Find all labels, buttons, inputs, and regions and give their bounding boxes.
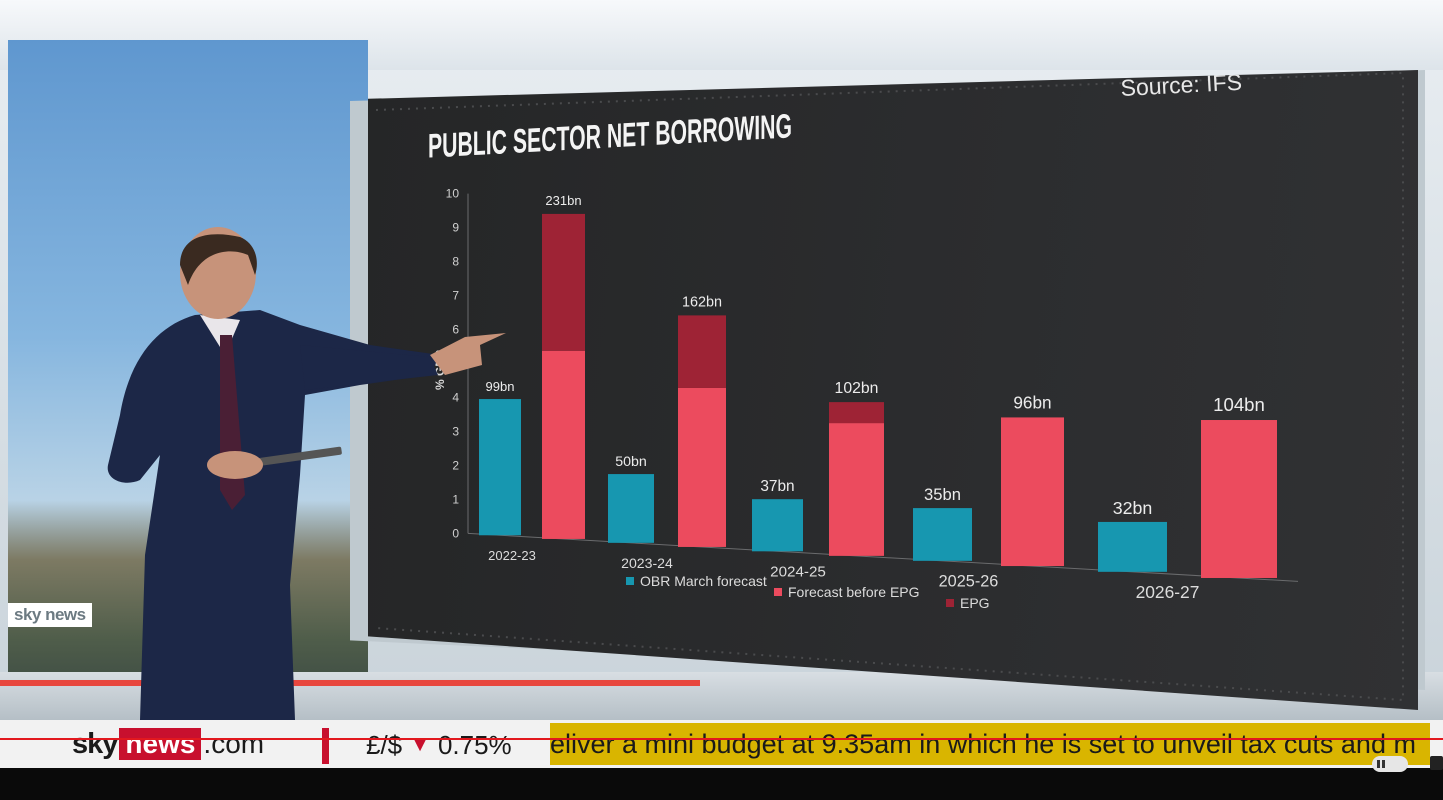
presenter-hair: [180, 234, 257, 285]
market-indicator: £/$ ▼ 0.75%: [366, 729, 512, 761]
bar-forecast-2023-24: [678, 387, 726, 547]
bar-obr-2024-25: [752, 499, 803, 552]
bar-value-label: 99bn: [486, 379, 515, 394]
tablet: [250, 446, 342, 467]
graphic-title: PUBLIC SECTOR NET BORROWING: [428, 107, 792, 165]
source-label: Source: IFS: [1120, 70, 1243, 101]
brand-sky: sky: [72, 727, 118, 760]
bar-forecast-2022-23: [542, 350, 585, 539]
market-change: 0.75%: [437, 729, 512, 760]
bar-total-label: 162bn: [682, 294, 722, 310]
x-tick-label: 2024-25: [770, 563, 826, 580]
y-tick-label: 8: [452, 255, 459, 269]
bar-value-label: 32bn: [1113, 498, 1153, 518]
legend-swatch: [626, 577, 634, 585]
brand-com: .com: [203, 728, 265, 759]
brand-news: news: [119, 728, 202, 760]
bar-epg-2024-25: [829, 402, 884, 424]
presenter-hand: [430, 333, 506, 375]
ticker-separator: [322, 728, 329, 764]
bar-obr-2025-26: [913, 508, 972, 561]
x-tick-label: 2022-23: [488, 548, 536, 563]
dotted-border: [375, 71, 1404, 702]
x-tick-label: 2025-26: [939, 572, 999, 590]
y-tick-label: 6: [452, 322, 459, 336]
graphic-screen: PUBLIC SECTOR NET BORROWING Source: IFS …: [368, 70, 1418, 710]
bar-total-label: 231bn: [545, 193, 581, 208]
bar-value-label: 50bn: [615, 454, 647, 470]
bar-epg-2023-24: [678, 315, 726, 388]
y-tick-label: 1: [452, 492, 459, 506]
legend-entry: OBR March forecast: [640, 573, 767, 589]
bar-obr-2023-24: [608, 474, 654, 543]
sky-news-watermark: sky news: [8, 603, 92, 627]
studio-background: sky news PUBLIC SECTOR NET BORROWING Sou…: [0, 0, 1443, 720]
x-tick-label: 2026-27: [1136, 582, 1200, 602]
bar-obr-2026-27: [1098, 521, 1167, 572]
legend-swatch: [946, 599, 954, 607]
presenter: [107, 227, 506, 720]
bar-obr-2022-23: [479, 399, 521, 536]
sky-news-logo: sky news .com: [72, 728, 264, 760]
bar-total-label: 96bn: [1013, 392, 1051, 412]
y-tick-label: 3: [452, 424, 459, 438]
ticker-headline: eliver a mini budget at 9.35am in which …: [550, 723, 1430, 765]
down-arrow-icon: ▼: [410, 733, 430, 756]
pause-icon[interactable]: [1372, 756, 1408, 772]
bar-forecast-2025-26: [1001, 417, 1064, 567]
captions-icon[interactable]: [1430, 756, 1443, 770]
news-ticker: sky news .com £/$ ▼ 0.75% eliver a mini …: [0, 720, 1443, 768]
bar-value-label: 35bn: [924, 485, 961, 504]
player-control-bar: [0, 768, 1443, 800]
y-tick-label: 7: [452, 289, 459, 303]
presenter-suit: [107, 310, 441, 720]
y-tick-label: 10: [446, 187, 460, 201]
bar-total-label: 102bn: [835, 380, 879, 397]
bar-forecast-2026-27: [1201, 420, 1277, 578]
x-tick-label: 2023-24: [621, 555, 673, 571]
presenter-arm: [300, 345, 438, 390]
legend-entry: Forecast before EPG: [788, 584, 920, 600]
bar-total-label: 104bn: [1213, 394, 1265, 415]
legend-entry: EPG: [960, 595, 990, 611]
y-tick-label: 9: [452, 221, 459, 235]
presenter-left-hand: [207, 451, 263, 479]
legend-swatch: [774, 588, 782, 596]
y-tick-label: 2: [452, 458, 459, 472]
bar-value-label: 37bn: [760, 478, 794, 495]
bar-forecast-2024-25: [829, 423, 884, 556]
borrowing-chart: PUBLIC SECTOR NET BORROWING Source: IFS …: [375, 70, 1404, 702]
market-label: £/$: [366, 729, 403, 760]
y-tick-label: 4: [452, 390, 459, 404]
bar-epg-2022-23: [542, 213, 585, 351]
y-tick-label: 0: [452, 526, 459, 540]
x-axis-line: [467, 532, 1299, 582]
progress-line[interactable]: [0, 738, 1443, 740]
